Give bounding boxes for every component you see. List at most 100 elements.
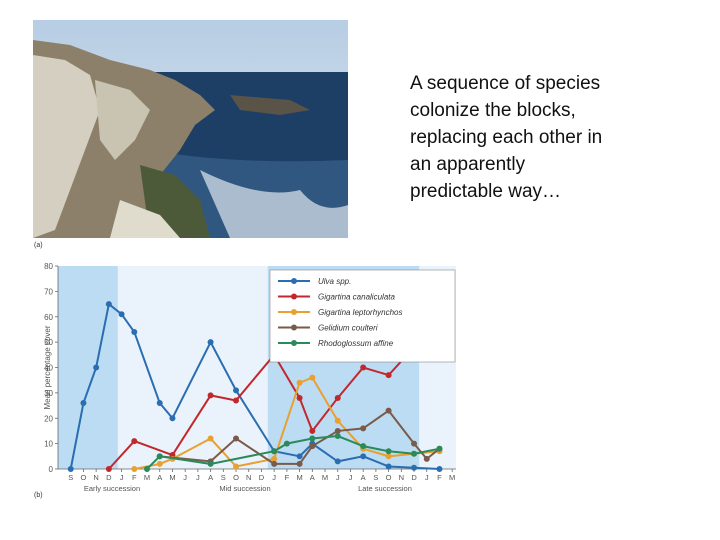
data-point <box>296 394 303 401</box>
panel-label: (b) <box>34 492 43 499</box>
data-point <box>334 433 341 440</box>
series-line <box>159 409 441 465</box>
x-tick-label: M <box>449 473 455 482</box>
x-tick-label: F <box>437 473 442 482</box>
x-tick-label: J <box>120 473 124 482</box>
data-point <box>207 339 214 346</box>
data-point <box>80 400 87 407</box>
period-label: Early succession <box>84 484 140 493</box>
legend-marker <box>291 309 297 315</box>
shaded-span <box>58 266 118 469</box>
data-point <box>271 460 278 467</box>
data-point <box>385 448 392 455</box>
data-point <box>271 448 278 455</box>
data-point <box>423 455 430 462</box>
data-point <box>360 443 367 450</box>
x-tick-label: M <box>144 473 150 482</box>
x-tick-label: S <box>373 473 378 482</box>
data-point <box>360 364 367 371</box>
x-tick-label: A <box>310 473 315 482</box>
y-tick-label: 30 <box>44 389 53 398</box>
x-tick-label: N <box>399 473 404 482</box>
caption-line: predictable way… <box>410 181 562 202</box>
photo <box>33 20 348 238</box>
data-point <box>207 392 214 399</box>
data-point <box>385 463 392 470</box>
data-point <box>385 453 392 460</box>
panel-label: (a) <box>34 242 43 249</box>
y-tick-label: 0 <box>49 465 54 474</box>
data-point <box>411 440 418 447</box>
x-tick-label: O <box>233 473 239 482</box>
data-point <box>309 427 316 434</box>
data-point <box>156 400 163 407</box>
legend-label: Ulva spp. <box>318 277 351 286</box>
x-tick-label: S <box>221 473 226 482</box>
x-tick-label: J <box>336 473 340 482</box>
caption-line: an apparently <box>410 154 526 175</box>
data-point <box>233 387 240 394</box>
y-tick-label: 70 <box>44 287 53 296</box>
data-point <box>436 466 443 472</box>
data-point <box>436 445 443 452</box>
data-point <box>385 372 392 379</box>
x-tick-label: M <box>169 473 175 482</box>
data-point <box>271 455 278 462</box>
x-tick-label: A <box>361 473 366 482</box>
data-point <box>334 458 341 465</box>
data-point <box>385 407 392 414</box>
y-tick-label: 50 <box>44 338 53 347</box>
caption-line: replacing each other in <box>410 127 603 148</box>
legend-label: Gelidium coulteri <box>318 324 378 333</box>
period-label: Mid succession <box>219 484 270 493</box>
data-point <box>131 438 138 445</box>
x-tick-label: A <box>208 473 213 482</box>
period-label: Late succession <box>358 484 412 493</box>
data-point <box>105 466 112 472</box>
data-point <box>131 466 138 472</box>
caption-line: A sequence of species <box>410 73 601 94</box>
x-tick-label: J <box>272 473 276 482</box>
legend-marker <box>291 278 297 284</box>
x-tick-label: D <box>259 473 265 482</box>
data-point <box>233 397 240 404</box>
x-tick-label: M <box>296 473 302 482</box>
data-point <box>118 311 125 318</box>
data-point <box>233 435 240 442</box>
x-tick-label: F <box>285 473 290 482</box>
data-point <box>309 374 316 381</box>
data-point <box>144 466 151 472</box>
x-tick-label: D <box>106 473 112 482</box>
data-point <box>105 301 112 308</box>
data-point <box>334 417 341 424</box>
y-tick-label: 10 <box>44 440 53 449</box>
data-point <box>131 328 138 335</box>
x-tick-label: J <box>183 473 187 482</box>
data-point <box>93 364 100 371</box>
x-tick-label: M <box>322 473 328 482</box>
data-point <box>207 460 214 467</box>
legend-label: Rhodoglossum affine <box>318 339 394 348</box>
series-line <box>69 302 440 470</box>
y-tick-label: 20 <box>44 414 53 423</box>
data-point <box>156 453 163 460</box>
data-point <box>411 464 418 471</box>
data-point <box>334 427 341 434</box>
y-tick-label: 60 <box>44 313 53 322</box>
data-point <box>283 440 290 447</box>
x-tick-label: N <box>93 473 98 482</box>
x-tick-label: O <box>81 473 87 482</box>
data-point <box>360 453 367 460</box>
legend-marker <box>291 293 297 300</box>
data-point <box>67 466 74 472</box>
legend-marker <box>291 340 297 346</box>
x-tick-label: F <box>132 473 137 482</box>
data-point <box>156 460 163 467</box>
y-tick-label: 80 <box>44 262 53 271</box>
data-point <box>296 453 303 460</box>
data-point <box>309 435 316 442</box>
legend-label: Gigartina leptorhynchos <box>318 308 403 317</box>
y-tick-label: 40 <box>44 364 53 373</box>
